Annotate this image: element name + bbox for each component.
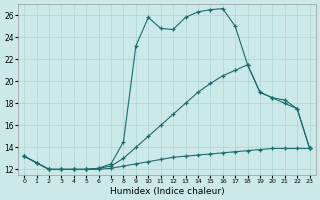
X-axis label: Humidex (Indice chaleur): Humidex (Indice chaleur) [109,187,224,196]
